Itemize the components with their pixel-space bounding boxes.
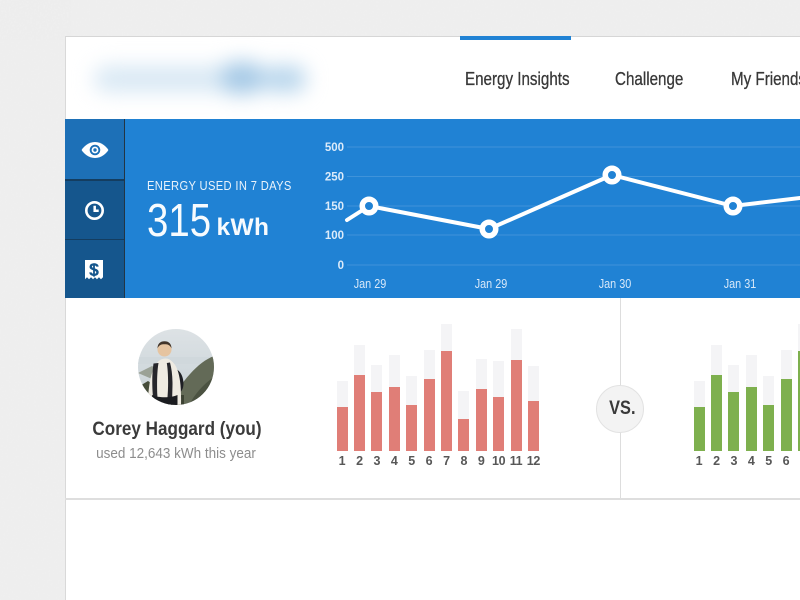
svg-text:500: 500 xyxy=(325,142,344,154)
svg-text:0: 0 xyxy=(338,260,344,272)
svg-text:Jan 30: Jan 30 xyxy=(599,276,632,291)
svg-text:Jan 29: Jan 29 xyxy=(475,276,508,291)
svg-text:150: 150 xyxy=(325,201,344,213)
svg-text:Jan 29: Jan 29 xyxy=(354,276,387,291)
svg-text:Jan 31: Jan 31 xyxy=(724,276,757,291)
svg-text:250: 250 xyxy=(325,172,344,184)
svg-text:100: 100 xyxy=(325,230,344,242)
